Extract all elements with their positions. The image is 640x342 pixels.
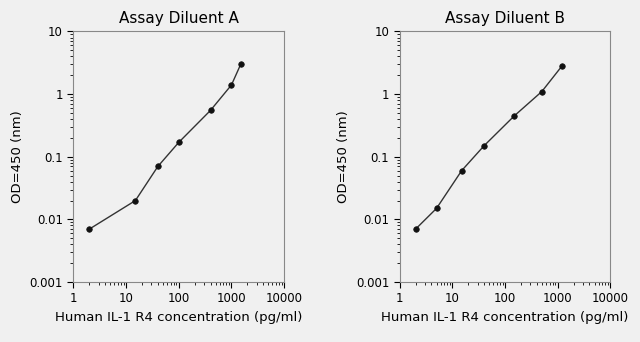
Y-axis label: OD=450 (nm): OD=450 (nm) [337, 110, 350, 203]
X-axis label: Human IL-1 R4 concentration (pg/ml): Human IL-1 R4 concentration (pg/ml) [55, 311, 303, 324]
Title: Assay Diluent A: Assay Diluent A [119, 11, 239, 26]
Title: Assay Diluent B: Assay Diluent B [445, 11, 565, 26]
X-axis label: Human IL-1 R4 concentration (pg/ml): Human IL-1 R4 concentration (pg/ml) [381, 311, 628, 324]
Y-axis label: OD=450 (nm): OD=450 (nm) [11, 110, 24, 203]
